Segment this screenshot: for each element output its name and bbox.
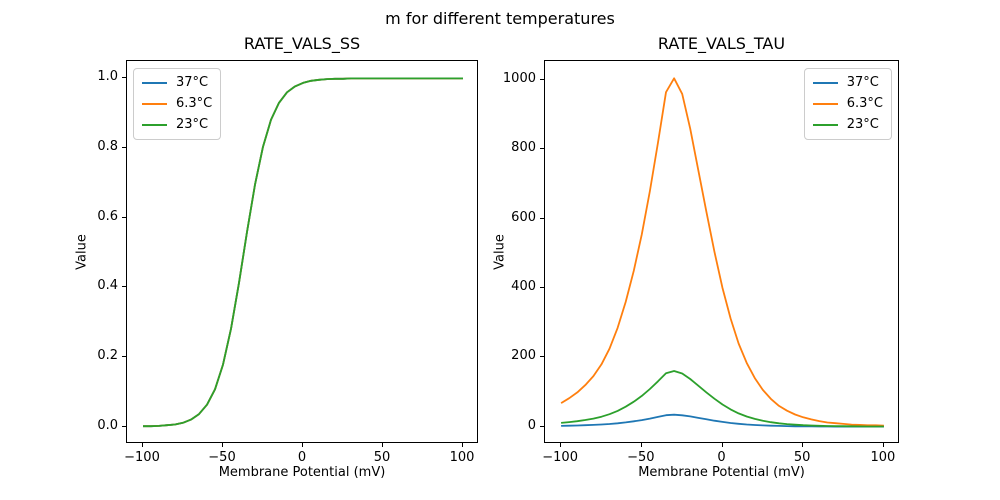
y-tick-mark <box>540 425 544 427</box>
series-line-23c <box>561 370 884 428</box>
legend-item: 37°C <box>142 75 212 91</box>
y-tick-label: 800 <box>511 140 536 156</box>
y-tick-mark <box>122 147 126 149</box>
x-tick-label: −50 <box>208 450 236 465</box>
x-tick-label: 100 <box>870 450 896 465</box>
legend: 37°C 6.3°C 23°C <box>803 68 892 140</box>
series-line-37c <box>561 413 884 428</box>
legend-line-swatch-green <box>142 124 167 126</box>
y-tick-mark <box>122 425 126 427</box>
y-tick-mark <box>540 148 544 150</box>
y-tick-mark <box>122 286 126 288</box>
legend-label: 37°C <box>846 75 879 90</box>
legend-item: 37°C <box>812 75 883 91</box>
series-line-6.3c <box>560 77 884 427</box>
x-axis-label: Membrane Potential (mV) <box>218 465 386 480</box>
x-tick-label: −100 <box>124 450 160 465</box>
y-tick-label: 0 <box>527 417 536 433</box>
subplot-title: RATE_VALS_SS <box>243 34 361 53</box>
x-axis-label: Membrane Potential (mV) <box>638 465 805 480</box>
x-tick-mark <box>302 443 303 447</box>
legend-label: 23°C <box>846 117 879 132</box>
x-tick-mark <box>142 443 143 447</box>
plot-area: 37°C 6.3°C 23°C <box>126 60 478 443</box>
legend-line-swatch-orange <box>812 103 838 105</box>
y-tick-mark <box>540 287 544 289</box>
series-line-23c <box>143 77 463 428</box>
y-tick-label: 200 <box>511 348 536 364</box>
x-tick-label: −100 <box>542 450 578 465</box>
x-tick-label: 50 <box>793 450 811 465</box>
x-tick-label: −50 <box>627 450 655 465</box>
y-tick-label: 600 <box>511 209 536 225</box>
x-tick-label: 50 <box>373 450 391 465</box>
y-tick-mark <box>122 355 126 357</box>
legend-line-swatch-blue <box>142 82 167 84</box>
x-tick-mark <box>222 443 223 447</box>
y-tick-label: 400 <box>511 279 536 295</box>
legend-item: 23°C <box>812 117 883 133</box>
x-tick-mark <box>462 443 463 447</box>
curves-svg <box>143 77 463 428</box>
y-tick-label: 0.6 <box>97 208 118 224</box>
x-tick-label: 0 <box>717 450 726 465</box>
y-tick-label: 1000 <box>502 71 536 87</box>
y-axis-label: Value <box>492 233 508 270</box>
plot-area: 37°C 6.3°C 23°C <box>544 60 899 443</box>
legend-line-swatch-blue <box>812 82 838 84</box>
y-tick-label: 1.0 <box>97 69 118 85</box>
x-tick-mark <box>382 443 383 447</box>
y-tick-mark <box>540 79 544 81</box>
x-tick-label: 0 <box>297 450 307 465</box>
y-tick-mark <box>122 77 126 79</box>
figure-title: m for different temperatures <box>385 9 615 28</box>
x-tick-mark <box>640 443 642 447</box>
legend-label: 6.3°C <box>176 96 213 111</box>
y-tick-mark <box>122 216 126 218</box>
subplot-title: RATE_VALS_TAU <box>657 34 786 53</box>
curves-svg <box>560 77 884 428</box>
legend-label: 6.3°C <box>846 96 883 111</box>
legend-item: 6.3°C <box>812 96 883 112</box>
legend-label: 23°C <box>176 117 209 132</box>
x-tick-mark <box>721 443 723 447</box>
y-tick-label: 0.4 <box>97 278 118 294</box>
y-tick-label: 0.8 <box>97 139 118 155</box>
legend-item: 23°C <box>142 117 212 133</box>
y-tick-label: 0.0 <box>97 417 118 433</box>
legend-line-swatch-green <box>812 124 838 126</box>
x-tick-mark <box>882 443 884 447</box>
y-tick-label: 0.2 <box>97 347 118 363</box>
x-tick-mark <box>802 443 804 447</box>
legend-line-swatch-orange <box>142 103 167 105</box>
legend-label: 37°C <box>176 75 209 90</box>
legend-item: 6.3°C <box>142 96 212 112</box>
x-tick-label: 100 <box>449 450 475 465</box>
y-tick-mark <box>540 356 544 358</box>
legend: 37°C 6.3°C 23°C <box>133 68 222 140</box>
x-tick-mark <box>560 443 562 447</box>
y-tick-mark <box>540 217 544 219</box>
